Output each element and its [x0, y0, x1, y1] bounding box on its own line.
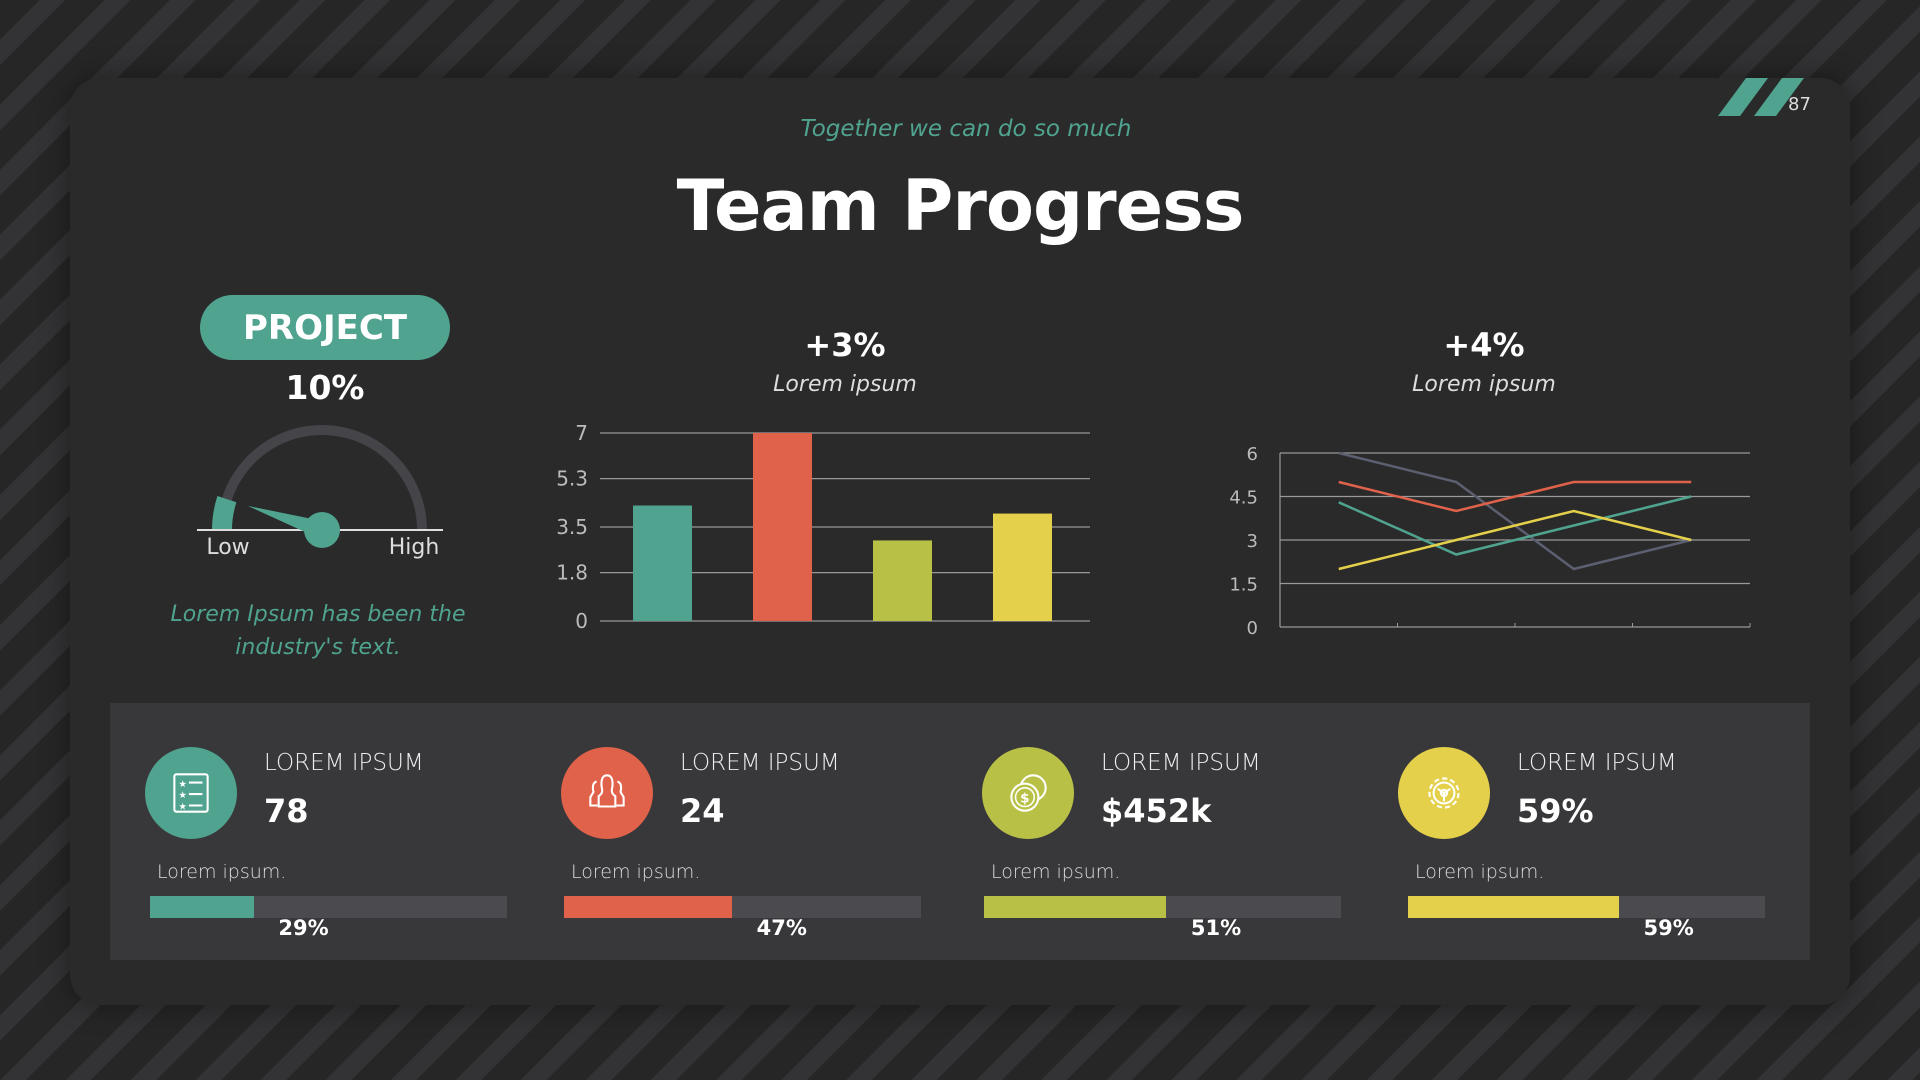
bar [993, 513, 1052, 621]
stat-caption: Lorem ipsum. [571, 861, 701, 883]
stat-value: 59% [1517, 792, 1594, 830]
line-kpi: +4% [1443, 326, 1525, 364]
checklist-icon: ★★★ [173, 773, 209, 813]
stat-caption: Lorem ipsum. [157, 861, 287, 883]
stats-panel [110, 703, 1810, 960]
gauge-high-label: High [388, 535, 440, 560]
stat-icon-badge [561, 747, 653, 839]
stat-progress-bar [1408, 896, 1765, 918]
bar [633, 505, 692, 621]
stat-title: LOREM IPSUM [680, 750, 840, 776]
gauge-fill [212, 496, 237, 531]
project-caption: Lorem Ipsum has been the industry's text. [171, 598, 466, 664]
y-tick-label: 6 [1247, 444, 1258, 465]
team-icon [589, 774, 625, 808]
stat-percent: 47% [756, 916, 807, 940]
line-chart: 0 1.5 3 4.5 6 [1229, 444, 1751, 639]
stat-title: LOREM IPSUM [264, 750, 424, 776]
series-line [1338, 480, 1692, 513]
coins-icon: $ [1010, 774, 1047, 812]
y-tick-label: 1.8 [556, 561, 588, 585]
svg-text:★: ★ [179, 802, 187, 813]
y-tick-label: 7 [575, 421, 588, 445]
gauge-track [217, 425, 427, 531]
page-number: 87 [1788, 94, 1811, 115]
stat-caption: Lorem ipsum. [991, 861, 1121, 883]
stat-value: $452k [1101, 792, 1212, 830]
caption-line: Lorem Ipsum has been the [170, 602, 466, 627]
gauge-low-label: Low [206, 535, 250, 560]
svg-text:★: ★ [179, 790, 187, 801]
progress-fill [150, 896, 254, 918]
stat-icon-badge: ★ ★ ★ [145, 747, 237, 839]
bar-subtitle: Lorem ipsum [773, 372, 917, 397]
y-tick-label: 0 [1247, 618, 1258, 639]
stat-icon-badge: $ [982, 747, 1074, 839]
stat-percent: 59% [1643, 916, 1694, 940]
page-title: Team Progress [676, 165, 1245, 247]
progress-fill [1408, 896, 1619, 918]
stat-icon-badge [1398, 747, 1490, 839]
stat-title: LOREM IPSUM [1101, 750, 1261, 776]
bar-chart: 0 1.8 3.5 5.3 7 [556, 421, 1090, 633]
y-tick-label: 1.5 [1229, 575, 1258, 596]
y-tick-label: 3 [1247, 531, 1258, 552]
progress-fill [984, 896, 1167, 918]
stat-title: LOREM IPSUM [1517, 750, 1677, 776]
stat-percent: 29% [278, 916, 329, 940]
gauge [197, 425, 443, 548]
bar [873, 540, 932, 621]
y-tick-label: 4.5 [1229, 488, 1258, 509]
project-badge: PROJECT [200, 295, 450, 360]
gauge-hub [304, 512, 340, 548]
project-percent: 10% [285, 368, 365, 407]
project-label: PROJECT [242, 307, 408, 348]
y-tick-label: 0 [575, 609, 588, 633]
y-tick-label: 5.3 [556, 467, 588, 491]
bar-kpi: +3% [804, 326, 886, 364]
svg-text:★: ★ [179, 779, 187, 790]
svg-text:$: $ [1020, 790, 1029, 806]
series-line [1338, 509, 1692, 571]
y-tick-label: 3.5 [556, 515, 588, 539]
series-line [1338, 495, 1692, 556]
progress-fill [564, 896, 732, 918]
stat-percent: 51% [1190, 916, 1242, 940]
stat-progress-bar [564, 896, 921, 918]
slide-subtitle: Together we can do so much [800, 116, 1132, 142]
caption-line: industry's text. [235, 635, 401, 660]
stat-value: 78 [264, 792, 309, 830]
stat-progress-bar [984, 896, 1341, 918]
bar [753, 433, 812, 621]
logo-slashes-icon [1718, 78, 1804, 116]
stat-progress-bar [150, 896, 507, 918]
stat-value: 24 [680, 792, 725, 830]
gear-icon [1428, 777, 1460, 809]
series-line [1338, 451, 1692, 571]
stat-caption: Lorem ipsum. [1415, 861, 1545, 883]
line-subtitle: Lorem ipsum [1412, 372, 1556, 397]
